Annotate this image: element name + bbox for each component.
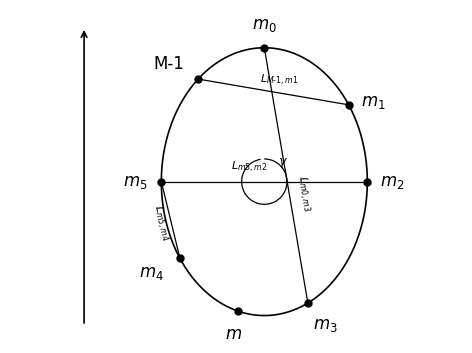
Text: $m_{1}$: $m_{1}$ [361,93,386,111]
Text: $m_{4}$: $m_{4}$ [139,264,163,282]
Text: $L_{M\text{-}1,m1}$: $L_{M\text{-}1,m1}$ [261,73,299,88]
Text: $m_{2}$: $m_{2}$ [379,173,404,191]
Text: $m_{5}$: $m_{5}$ [123,173,148,191]
Text: M-1: M-1 [154,55,185,73]
Text: $m_{3}$: $m_{3}$ [313,316,337,334]
Text: $L_{m5,m4}$: $L_{m5,m4}$ [149,203,172,243]
Text: $L_{m0,m3}$: $L_{m0,m3}$ [293,174,314,213]
Text: $\gamma$: $\gamma$ [278,156,287,170]
Text: $m$: $m$ [225,325,242,343]
Text: $L_{m5,m2}$: $L_{m5,m2}$ [231,160,267,175]
Text: $m_{0}$: $m_{0}$ [252,16,277,34]
